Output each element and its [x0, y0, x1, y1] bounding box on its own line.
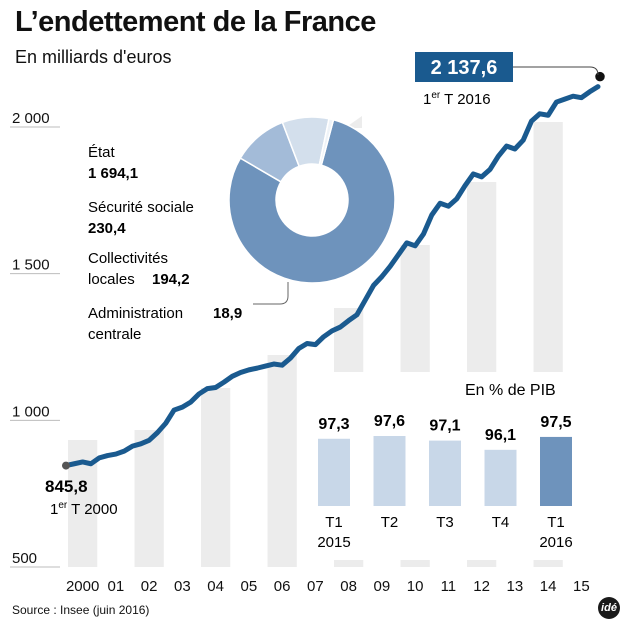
start-value: 845,8 [45, 477, 88, 496]
bar-chart-title: En % de PIB [465, 382, 556, 399]
x-axis-labels: 2000 01 02 03 04 05 06 07 08 09 10 11 12 13 14 15 [66, 578, 590, 595]
x-tick-label: 11 [441, 578, 457, 595]
donut-chart [228, 116, 396, 284]
year-column [134, 430, 164, 567]
x-tick-label: 15 [573, 578, 590, 595]
bar-category-label: T2 [381, 514, 399, 531]
bar-value-label: 96,1 [485, 427, 516, 444]
bar-value-label: 97,1 [429, 418, 460, 435]
year-column [201, 388, 231, 567]
x-tick-label: 05 [241, 578, 258, 595]
publisher-logo: idé [598, 597, 620, 619]
slice-value: 230,4 [88, 220, 126, 237]
x-tick-label: 02 [141, 578, 158, 595]
y-gridlines [10, 126, 60, 568]
bar-category-label: T1 [325, 514, 343, 531]
bar-category-label: 2016 [539, 534, 572, 551]
end-point [593, 70, 607, 83]
slice-value: 18,9 [213, 305, 242, 322]
y-axis-labels: 2 000 1 500 1 000 500 [12, 110, 50, 567]
start-point [62, 461, 70, 470]
start-period: 1er T 2000 [50, 500, 118, 518]
end-value-box [415, 52, 513, 82]
slice-value: 194,2 [152, 271, 190, 288]
x-tick-label: 08 [340, 578, 357, 595]
gdp-bar-chart: En % de PIB 97,3 T1 2015 97,6 T2 97,1 T3 96,1 T4 9… [305, 372, 587, 560]
slice-label: Administration [88, 305, 183, 322]
slice-value: 1 694,1 [88, 165, 138, 182]
leader-line [253, 282, 289, 305]
y-tick-label: 1 000 [12, 403, 50, 420]
x-tick-label: 14 [540, 578, 557, 595]
source-note: Source : Insee (juin 2016) [12, 603, 150, 617]
gdp-bar [373, 436, 406, 506]
x-tick-label: 06 [274, 578, 291, 595]
gdp-bar [540, 436, 572, 506]
chart-title: L’endettement de la France [15, 6, 376, 38]
slice-label: État [88, 144, 116, 161]
x-tick-label: 13 [507, 578, 524, 595]
x-tick-label: 07 [307, 578, 324, 595]
x-tick-label: 09 [374, 578, 391, 595]
x-tick-label: 12 [473, 578, 490, 595]
endpoint-annotations: 845,8 1er T 2000 2 137,6 1er T 2016 [45, 52, 599, 518]
donut-slice [228, 118, 396, 284]
y-tick-label: 500 [12, 550, 37, 567]
chart-subtitle: En milliards d'euros [15, 47, 172, 67]
slice-label: locales [88, 271, 135, 288]
year-column [267, 355, 297, 567]
bar-value-label: 97,3 [318, 416, 349, 433]
debt-line-layer [62, 70, 607, 470]
slice-label: Sécurité sociale [88, 199, 194, 216]
gdp-bar [318, 438, 350, 506]
slice-label: Collectivités [88, 250, 168, 267]
bar-value-label: 97,6 [374, 413, 405, 430]
bar-category-label: T3 [436, 514, 454, 531]
y-tick-label: 2 000 [12, 110, 50, 127]
x-tick-label: 10 [407, 578, 424, 595]
end-period: 1er T 2016 [423, 90, 491, 108]
end-value: 2 137,6 [431, 57, 498, 79]
gdp-bar [429, 440, 461, 506]
x-tick-label: 2000 [66, 578, 99, 595]
x-tick-label: 03 [174, 578, 191, 595]
bar-category-label: T4 [492, 514, 510, 531]
bar-category-label: 2015 [317, 534, 350, 551]
x-tick-label: 04 [207, 578, 224, 595]
debt-line [63, 84, 601, 469]
y-tick-label: 1 500 [12, 257, 50, 274]
slice-label: centrale [88, 326, 141, 343]
x-tick-label: 01 [108, 578, 125, 595]
bar-value-label: 97,5 [540, 414, 571, 431]
bar-category-label: T1 [547, 514, 565, 531]
gdp-bar [484, 449, 517, 506]
end-leader [513, 66, 599, 76]
donut-slice [318, 117, 335, 167]
donut-labels: État 1 694,1 Sécurité sociale 230,4 Collecti… [88, 144, 289, 343]
